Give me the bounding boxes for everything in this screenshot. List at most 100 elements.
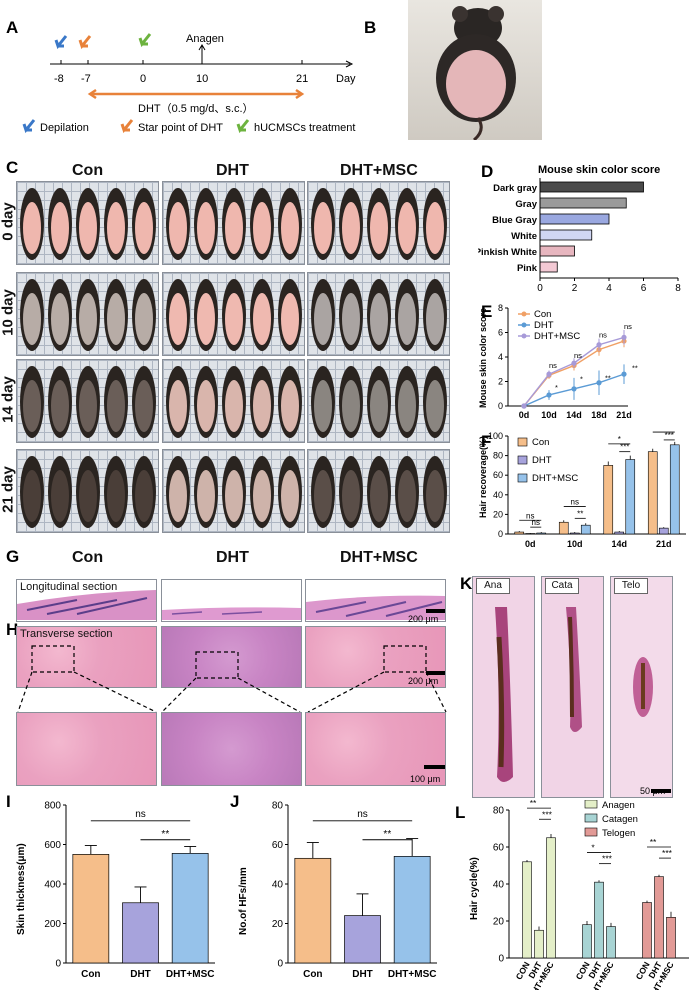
chart-e-annotation-4: * — [555, 383, 558, 392]
chart-f-ytick-5: 100 — [488, 431, 503, 441]
tick-minus7: -7 — [81, 73, 91, 85]
chart-e-point-1-1 — [546, 392, 552, 398]
mouse-photo-r3-c2 — [307, 449, 450, 533]
chart-d-xtick-1: 2 — [572, 283, 578, 294]
chart-l-ylabel: Hair cycle(%) — [469, 857, 480, 920]
longitudinal-dht-msc — [305, 579, 446, 622]
mouse-photo-r3-c1 — [162, 449, 305, 533]
chart-d-xtick-0: 0 — [537, 283, 543, 294]
chart-i-bar-0 — [72, 854, 110, 964]
mouse-photo-r1-c2 — [307, 272, 450, 356]
chart-f-ylabel: Hair recoverage(%) — [478, 436, 488, 518]
hf-count-chart: 0 20 40 60 80 No.of HFs/mm Con DHT DHT+MSC ns ** — [238, 801, 437, 980]
scale-100: 100 μm — [410, 774, 441, 784]
chart-e-point-2-2 — [571, 360, 577, 366]
dht-start-arrow-icon — [78, 35, 92, 50]
chart-f-annotation-6: * — [662, 430, 665, 432]
chart-e-annotation-1: ns — [574, 351, 582, 360]
tick-21: 21 — [296, 73, 308, 85]
follicle-anagen — [472, 576, 535, 798]
depilation-arrow-icon — [54, 35, 68, 50]
chart-f-annotation-7: *** — [665, 431, 674, 440]
chart-d-xtick-3: 6 — [641, 283, 647, 294]
panel-label-f: F — [481, 432, 492, 451]
chart-d-cat-4: Pinkish White — [478, 247, 537, 258]
chart-f-xtick-0: 0d — [525, 539, 536, 549]
chart-i-bar-1 — [122, 902, 159, 964]
chart-e-xtick-1: 10d — [541, 410, 557, 420]
chart-i-ytick-4: 800 — [44, 801, 61, 812]
histo-header-dht-msc: DHT+MSC — [340, 549, 418, 566]
mouse-photo-r0-c1 — [162, 181, 305, 265]
tick-minus8: -8 — [54, 73, 64, 85]
chart-l-ytick-4: 80 — [493, 806, 505, 817]
chart-l-legend-0: Anagen — [602, 800, 635, 811]
chart-d-bar-4 — [539, 245, 575, 257]
dht-dose-label: DHT（0.5 mg/d、s.c.） — [138, 102, 254, 115]
legend-dht: Star point of DHT — [138, 122, 223, 134]
chart-l-annotation-2: * — [591, 843, 595, 853]
chart-i-ytick-1: 200 — [44, 919, 61, 930]
chart-d-bar-2 — [539, 213, 610, 225]
zoom-dht — [161, 712, 302, 786]
chart-f-bar-2-2 — [625, 459, 636, 535]
mouse-photo-r0-c2 — [307, 181, 450, 265]
follicle-label-ana: Ana — [476, 578, 510, 594]
chart-i-ylabel: Skin thickness(μm) — [16, 843, 27, 935]
legend-depilation: Depilation — [40, 122, 89, 134]
panel-label-a: A — [6, 18, 19, 37]
chart-f-annotation-2: ns — [571, 498, 579, 507]
chart-d-cat-3: White — [511, 231, 537, 242]
chart-f-bar-1-1 — [569, 532, 580, 535]
chart-f-annotation-4: * — [618, 435, 621, 444]
row-label-2: 14 day — [0, 376, 17, 423]
chart-d-xtick-4: 8 — [675, 283, 681, 294]
chart-e-annotation-2: ns — [599, 330, 607, 339]
chart-f-legend-swatch-0 — [517, 437, 528, 447]
mouse-drawing — [436, 6, 516, 140]
chart-e-legend-dot-2 — [521, 333, 527, 339]
chart-l-annotation-5: *** — [662, 848, 673, 858]
chart-i-xtick-2: DHT+MSC — [166, 969, 215, 980]
chart-d-xtick-2: 4 — [606, 283, 612, 294]
scale-50: 50 μm — [640, 786, 666, 796]
chart-e-legend-0: Con — [534, 309, 551, 320]
chart-f-xtick-3: 21d — [656, 539, 672, 549]
panel-label-h: H — [6, 620, 19, 639]
chart-e-xtick-3: 18d — [591, 410, 607, 420]
chart-e-legend-dot-0 — [521, 311, 527, 317]
row-label-1: 10 day — [0, 289, 17, 336]
chart-l-bar-0-2 — [546, 837, 556, 959]
chart-j-ytick-2: 40 — [272, 880, 284, 891]
chart-f-xtick-1: 10d — [567, 539, 583, 549]
chart-j-annotation-1: ** — [383, 829, 391, 840]
chart-f-ytick-0: 0 — [498, 529, 503, 539]
mouse-photo-r2-c0 — [16, 359, 159, 443]
chart-d-bar-5 — [539, 261, 558, 273]
chart-e-point-1-3 — [596, 380, 602, 386]
chart-l-legend-swatch-1 — [584, 813, 598, 823]
chart-l-legend-swatch-2 — [584, 827, 598, 837]
chart-e-xtick-0: 0d — [519, 410, 530, 420]
chart-e-legend-2: DHT+MSC — [534, 331, 580, 342]
mouse-photo-r2-c1 — [162, 359, 305, 443]
chart-d-bar-3 — [539, 229, 593, 241]
chart-d-cat-0: Dark gray — [493, 183, 538, 194]
follicle-label-telo: Telo — [614, 578, 648, 594]
chart-e-point-2-0 — [521, 403, 527, 409]
chart-j-ytick-1: 20 — [272, 919, 284, 930]
chart-l-legend-1: Catagen — [602, 814, 638, 825]
chart-e-ytick-3: 6 — [498, 328, 503, 338]
chart-f-bar-1-2 — [614, 531, 625, 535]
chart-f-bar-0-0 — [514, 531, 525, 535]
chart-f-ytick-4: 80 — [493, 451, 503, 461]
tick-0: 0 — [140, 73, 146, 85]
chart-i-bar-2 — [171, 853, 209, 964]
chart-f-bar-0-3 — [647, 451, 658, 535]
chart-d-cat-5: Pink — [517, 263, 538, 274]
mouse-photo — [408, 0, 542, 140]
panel-label-c: C — [6, 158, 19, 177]
chart-l-legend-swatch-0 — [584, 800, 598, 809]
chart-j-annotation-0: ns — [357, 809, 368, 820]
